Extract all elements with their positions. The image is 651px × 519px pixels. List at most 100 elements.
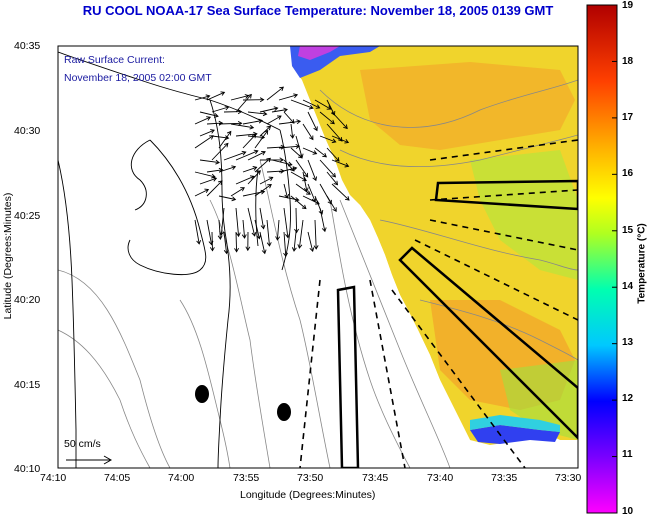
current-vector-head	[260, 224, 266, 230]
current-vector	[302, 123, 314, 140]
current-vector	[230, 187, 245, 197]
colorbar-label: Temperature (°C)	[636, 223, 648, 304]
current-vector-head	[266, 157, 271, 163]
current-vector	[206, 91, 225, 101]
current-vector	[266, 86, 284, 101]
current-vector-head	[318, 209, 324, 215]
current-vector	[247, 135, 265, 138]
current-vector-head	[312, 176, 318, 182]
current-vector	[199, 129, 215, 137]
current-vector-head	[223, 249, 229, 255]
current-vector	[319, 111, 335, 125]
current-vector	[194, 116, 211, 125]
current-vector-head	[332, 207, 337, 213]
current-vector-head	[256, 170, 261, 175]
sst-cyan-edge	[470, 415, 560, 432]
current-vector	[331, 183, 350, 201]
current-vector-head	[283, 252, 289, 258]
current-vector-head	[344, 139, 350, 144]
current-vector	[283, 111, 295, 124]
scale-arrow	[66, 455, 113, 465]
xtick-label: 74:00	[168, 472, 195, 484]
current-vector	[290, 147, 303, 159]
current-vector	[271, 109, 288, 113]
current-vector-head	[223, 142, 229, 148]
current-vector-head	[302, 176, 307, 182]
ytick-label: 40:15	[14, 379, 41, 391]
current-vector-head	[240, 187, 245, 192]
current-vector	[319, 207, 326, 232]
current-vector	[283, 231, 287, 257]
current-vector-head	[301, 204, 307, 210]
current-vector-head	[315, 104, 321, 109]
current-vector-head	[237, 121, 243, 126]
current-vector	[326, 147, 340, 162]
current-vector-head	[259, 97, 265, 103]
current-vector	[290, 99, 314, 109]
current-vector-head	[209, 247, 215, 252]
current-vector-head	[309, 135, 314, 141]
current-vector-head	[258, 118, 264, 124]
current-vector-head	[345, 196, 350, 201]
current-vector-head	[234, 247, 239, 253]
current-vector	[218, 122, 242, 125]
current-vector-head	[231, 165, 237, 170]
current-vector-head	[209, 135, 214, 140]
current-vector	[326, 171, 338, 185]
ytick-label: 40:30	[14, 125, 41, 137]
current-vector	[254, 130, 269, 149]
current-vector	[302, 147, 317, 155]
current-vector	[319, 159, 336, 178]
current-vector-head	[313, 126, 318, 132]
current-vector-head	[294, 197, 300, 202]
current-vector-head	[303, 172, 309, 178]
current-vector	[302, 99, 320, 109]
current-vector-head	[291, 247, 297, 252]
current-vector	[283, 207, 289, 238]
current-vector-head	[206, 116, 211, 121]
current-vector-head	[279, 86, 284, 92]
current-vector	[295, 159, 309, 178]
sst-cold-edge-2	[298, 46, 340, 60]
current-vector-head	[196, 240, 202, 245]
current-vector	[254, 184, 272, 197]
current-vector	[302, 195, 320, 205]
xtick-label: 74:05	[104, 472, 131, 484]
current-vector	[218, 131, 232, 149]
colorbar-tick-label: 17	[622, 112, 634, 123]
xtick-label: 73:55	[233, 472, 260, 484]
current-vector-head	[309, 247, 315, 253]
colorbar-tick-label: 14	[622, 281, 634, 292]
current-vector-head	[220, 91, 226, 96]
xtick-label: 73:50	[297, 472, 324, 484]
current-vector	[235, 207, 240, 237]
current-vector-head	[224, 135, 230, 141]
current-vector-head	[262, 111, 268, 117]
plot-frame	[57, 45, 579, 469]
scale-label: 50 cm/s	[64, 438, 101, 450]
current-vector	[266, 219, 270, 246]
current-vector-head	[252, 166, 258, 171]
current-vector-head	[344, 162, 350, 168]
figure-title: RU COOL NOAA-17 Sea Surface Temperature:…	[82, 3, 554, 18]
current-vector	[199, 177, 217, 185]
current-vector	[218, 219, 221, 240]
current-vector	[235, 175, 255, 185]
current-vector	[254, 219, 260, 239]
current-vector-head	[343, 124, 348, 130]
current-vector	[293, 231, 297, 252]
current-vector	[259, 107, 278, 113]
xtick-label: 74:10	[40, 472, 67, 484]
current-vector-head	[261, 249, 267, 255]
colorbar-tick-label: 16	[622, 168, 634, 179]
current-vector	[199, 111, 219, 117]
current-vector-head	[308, 104, 314, 110]
current-vector	[298, 219, 304, 249]
current-vector	[194, 95, 210, 101]
current-vector	[211, 135, 229, 139]
current-vector	[223, 151, 246, 161]
current-vector-head	[205, 94, 211, 100]
current-vector	[242, 133, 257, 149]
current-vector-head	[331, 138, 337, 144]
